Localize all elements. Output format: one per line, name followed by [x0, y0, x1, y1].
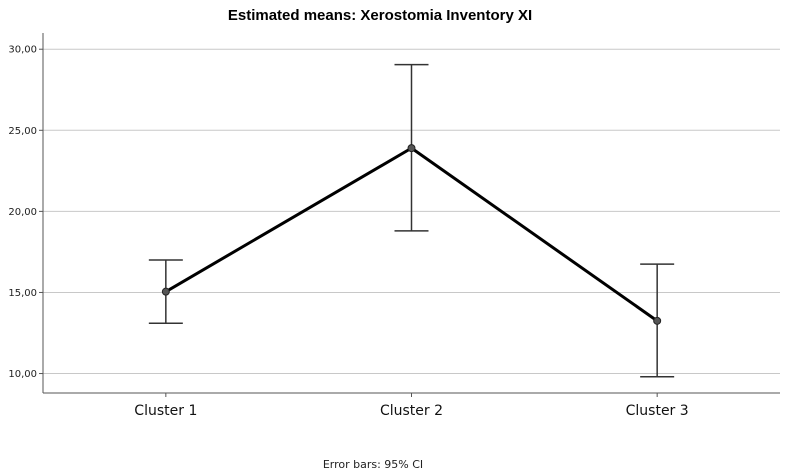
- data-points: [161, 144, 662, 325]
- y-tick-label: 10,00: [8, 369, 37, 380]
- data-point: [407, 144, 416, 153]
- y-tick-label: 25,00: [8, 126, 37, 137]
- x-tick-label: Cluster 1: [134, 403, 197, 419]
- x-tick-label: Cluster 3: [626, 403, 689, 419]
- chart-title: Estimated means: Xerostomia Inventory XI: [228, 7, 532, 24]
- x-tick-labels: Cluster 1 Cluster 2 Cluster 3: [134, 403, 688, 419]
- data-point: [653, 316, 662, 325]
- x-tick-label: Cluster 2: [380, 403, 443, 419]
- error-bars-footnote: Error bars: 95% CI: [323, 458, 423, 471]
- y-tick-label: 30,00: [8, 45, 37, 56]
- axes: [39, 33, 780, 397]
- error-bars: [148, 63, 675, 378]
- y-tick-labels: 10,00 15,00 20,00 25,00 30,00: [8, 45, 37, 380]
- y-tick-label: 20,00: [8, 207, 37, 218]
- data-point: [161, 287, 170, 296]
- y-tick-label: 15,00: [8, 288, 37, 299]
